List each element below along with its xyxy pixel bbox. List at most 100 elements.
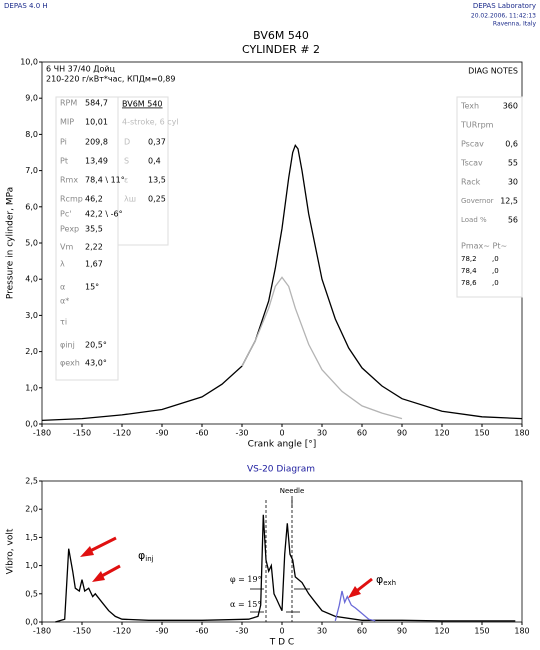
lab-name: DEPAS Laboratory bbox=[473, 2, 536, 10]
y-tick-label: 0,0 bbox=[25, 618, 38, 627]
param-label: Pc' bbox=[60, 210, 71, 219]
x-tick-label: 150 bbox=[474, 627, 489, 636]
y-tick-label: 2,0 bbox=[25, 347, 38, 356]
annotation: φ = 19° bbox=[230, 575, 262, 584]
y-tick-label: 0,5 bbox=[25, 589, 38, 598]
chart-title: BV6M 540 bbox=[253, 29, 309, 42]
param-label: Tscav bbox=[460, 159, 483, 168]
table-cell: ,0 bbox=[492, 267, 499, 275]
panel bbox=[117, 96, 169, 246]
x-tick-label: 60 bbox=[357, 627, 367, 636]
param-value: 56 bbox=[508, 216, 518, 225]
param-label: τi bbox=[60, 318, 67, 327]
x-tick-label: 0 bbox=[279, 627, 284, 636]
param-label: φinj bbox=[60, 341, 75, 350]
param-value: 0,4 bbox=[148, 157, 161, 166]
param-value: 0,6 bbox=[505, 140, 518, 149]
y-tick-label: 1,5 bbox=[25, 533, 38, 542]
table-cell: 78,6 bbox=[461, 279, 477, 287]
panel bbox=[456, 96, 523, 298]
arrows bbox=[80, 536, 373, 598]
x-tick-label: -180 bbox=[33, 429, 51, 438]
timestamp: 20.02.2006, 11:42:13 bbox=[471, 13, 536, 20]
param-label: Pi bbox=[60, 138, 67, 147]
y-tick-label: 10,0 bbox=[20, 58, 38, 67]
param-label: φexh bbox=[60, 359, 80, 368]
x-tick-label: -90 bbox=[155, 429, 168, 438]
y-axis-label: Pressure in cylinder, MPa bbox=[6, 187, 16, 299]
engine-note: 6 ЧН 37/40 Дойц bbox=[46, 65, 116, 74]
x-tick-label: -30 bbox=[235, 627, 248, 636]
param-value: 2,22 bbox=[85, 243, 103, 252]
param-label: D bbox=[124, 138, 130, 147]
y-tick-label: 9,0 bbox=[25, 94, 38, 103]
annotation: φexh bbox=[376, 573, 396, 587]
param-label: S bbox=[124, 157, 129, 166]
param-label: RPM bbox=[60, 99, 77, 108]
param-label: α* bbox=[60, 297, 69, 306]
annotation: α = 15° bbox=[230, 600, 261, 609]
x-tick-label: 30 bbox=[317, 627, 327, 636]
param-value: 20,5° bbox=[85, 341, 107, 350]
data-line bbox=[334, 590, 376, 622]
x-tick-label: -60 bbox=[195, 429, 208, 438]
param-value: 13,5 bbox=[148, 176, 166, 185]
param-label: Rack bbox=[461, 178, 481, 187]
x-tick-label: -150 bbox=[73, 627, 91, 636]
x-tick-label: -30 bbox=[235, 429, 248, 438]
chart-title: VS-20 Diagram bbox=[247, 465, 315, 475]
y-tick-label: 3,0 bbox=[25, 311, 38, 320]
table-cell: ,0 bbox=[492, 279, 499, 287]
param-value: 46,2 bbox=[85, 195, 103, 204]
x-tick-label: 120 bbox=[434, 627, 449, 636]
param-value: 0,37 bbox=[148, 138, 166, 147]
param-value: 42,2 \ -6° bbox=[85, 210, 123, 219]
phi-symbol: φ bbox=[138, 549, 145, 562]
y-tick-label: 4,0 bbox=[25, 275, 38, 284]
table-cell: 78,4 bbox=[461, 267, 477, 275]
x-tick-label: -90 bbox=[155, 627, 168, 636]
x-tick-label: -180 bbox=[33, 627, 51, 636]
x-tick-label: -150 bbox=[73, 429, 91, 438]
param-label: ε bbox=[124, 176, 128, 185]
y-axis-label: Vibro, volt bbox=[6, 528, 16, 574]
x-tick-label: 120 bbox=[434, 429, 449, 438]
red-arrow-head bbox=[348, 586, 361, 598]
annotation: Needle bbox=[280, 487, 305, 495]
table-header: Pmax~ Pt~ bbox=[461, 242, 507, 251]
x-tick-label: 150 bbox=[474, 429, 489, 438]
y-tick-label: 0,0 bbox=[25, 420, 38, 429]
x-tick-label: 60 bbox=[357, 429, 367, 438]
param-value: 78,4 \ 11° bbox=[85, 176, 125, 185]
phi-subscript: exh bbox=[383, 579, 396, 587]
y-tick-label: 2,5 bbox=[25, 477, 38, 486]
chart-subtitle: CYLINDER # 2 bbox=[242, 43, 320, 56]
param-value: 13,49 bbox=[85, 157, 108, 166]
y-tick-label: 5,0 bbox=[25, 239, 38, 248]
param-label: Governor bbox=[461, 197, 494, 205]
diag-notes: DIAG NOTES bbox=[468, 67, 518, 76]
y-tick-label: 8,0 bbox=[25, 130, 38, 139]
x-tick-label: 30 bbox=[317, 429, 327, 438]
location: Ravenna, Italy bbox=[493, 21, 537, 28]
param-label: λш bbox=[124, 195, 136, 204]
param-label: Load % bbox=[461, 216, 487, 224]
param-value: 10,01 bbox=[85, 118, 108, 127]
x-tick-label: 90 bbox=[397, 627, 407, 636]
param-label: Rcmp bbox=[60, 195, 83, 204]
param-value: 43,0° bbox=[85, 359, 107, 368]
param-label: Rmx bbox=[60, 176, 78, 185]
table-cell: ,0 bbox=[492, 255, 499, 263]
engine-title: BV6M 540 bbox=[122, 100, 163, 109]
param-label: α bbox=[60, 283, 65, 292]
param-value: 12,5 bbox=[500, 197, 518, 206]
annotation: φinj bbox=[138, 549, 154, 563]
x-tick-label: -60 bbox=[195, 627, 208, 636]
param-label: Texh bbox=[460, 102, 479, 111]
data-line bbox=[41, 143, 523, 422]
param-label: Vm bbox=[60, 243, 73, 252]
red-arrow-head bbox=[92, 571, 105, 582]
red-arrow-head bbox=[80, 546, 94, 557]
engine-note: 210-220 г/кВт*час, КПДм=0,89 bbox=[46, 75, 175, 84]
